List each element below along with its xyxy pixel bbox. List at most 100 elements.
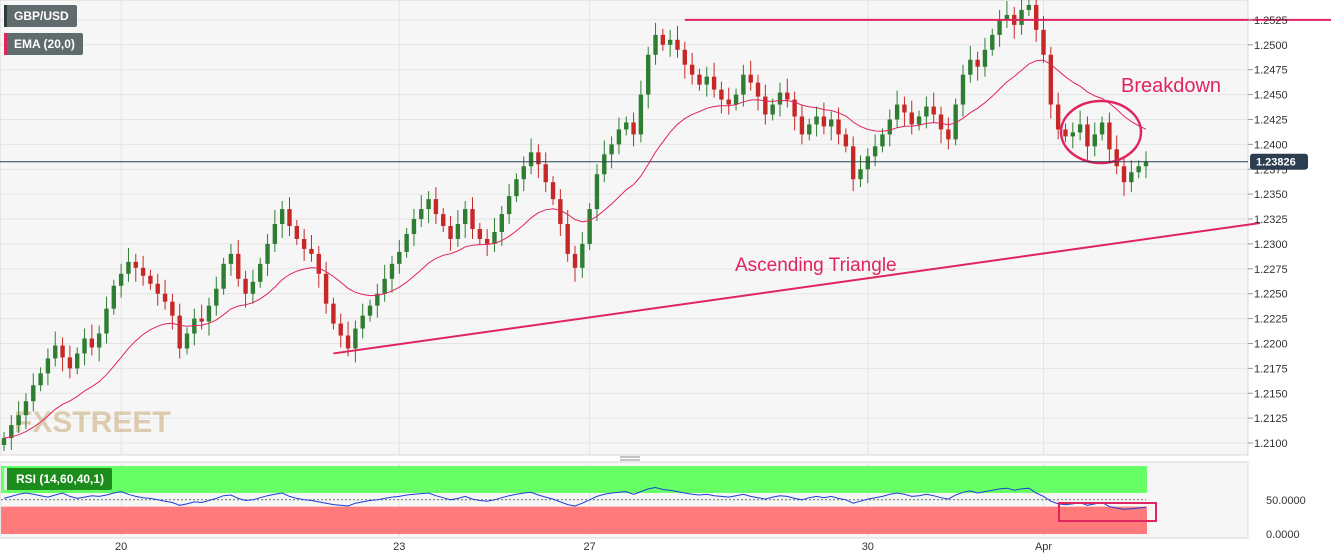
- candle-body: [9, 425, 14, 439]
- candle-body: [272, 224, 278, 244]
- x-tick-label: Apr: [1035, 541, 1052, 553]
- candle-body: [23, 401, 29, 416]
- candle-body: [653, 34, 658, 55]
- candle-body: [1070, 132, 1075, 137]
- candle-body: [880, 134, 885, 147]
- candle-body: [631, 122, 636, 135]
- candle-body: [587, 209, 592, 244]
- breakdown-circle: [1059, 99, 1143, 165]
- candle-body: [814, 116, 819, 125]
- candle-body: [96, 333, 102, 348]
- candle-body: [909, 112, 914, 125]
- candle-body: [528, 152, 534, 167]
- candle-body: [741, 74, 746, 95]
- candle-body: [1136, 166, 1141, 173]
- candle-body: [763, 96, 768, 115]
- candle-body: [682, 49, 688, 65]
- candle-body: [667, 39, 673, 45]
- candle-body: [807, 124, 812, 135]
- candle-body: [902, 104, 907, 113]
- price-tick-label: 1.2250: [1254, 289, 1288, 301]
- candle-body: [521, 166, 526, 180]
- price-tick-label: 1.2400: [1254, 139, 1288, 151]
- candle-body: [67, 357, 73, 369]
- candle-body: [455, 224, 461, 239]
- price-pane[interactable]: FXSTREET Breakdown Ascending Triangle: [0, 0, 1331, 456]
- candle-body: [426, 199, 431, 210]
- rsi-tick-label: 50.0000: [1266, 495, 1306, 507]
- candle-body: [1085, 124, 1090, 147]
- trendline-support: [333, 222, 1261, 355]
- candle-body: [726, 99, 731, 105]
- candle-body: [382, 278, 387, 294]
- price-tick-label: 1.2350: [1254, 189, 1288, 201]
- candle-body: [367, 305, 373, 316]
- candle-body: [82, 338, 87, 354]
- current-price-tag: [1250, 153, 1308, 170]
- candle-body: [894, 104, 900, 120]
- candle-body: [638, 94, 644, 135]
- candle-body: [353, 328, 358, 349]
- candle-body: [594, 174, 600, 210]
- candle-body: [821, 116, 827, 127]
- ema-badge[interactable]: EMA (20,0): [4, 33, 83, 55]
- candle-body: [506, 196, 512, 215]
- price-tick-label: 1.2475: [1254, 65, 1288, 77]
- candle-body: [572, 253, 578, 268]
- price-tick-label: 1.2500: [1254, 40, 1288, 52]
- candle-body: [287, 209, 292, 227]
- candle-body: [236, 253, 241, 279]
- rsi-pane[interactable]: [0, 461, 1249, 539]
- candle-body: [126, 261, 131, 274]
- candle-body: [602, 154, 607, 175]
- candle-body: [462, 209, 468, 225]
- candle-body: [777, 92, 783, 105]
- candle-body: [1107, 122, 1112, 150]
- candle-body: [850, 146, 856, 180]
- candle-body: [872, 146, 878, 157]
- symbol-badge[interactable]: GBP/USD: [4, 5, 77, 27]
- candle-body: [1019, 9, 1024, 25]
- candle-body: [829, 119, 834, 127]
- candle-body: [118, 273, 124, 286]
- candle-body: [543, 164, 548, 183]
- x-tick-label: 30: [862, 541, 874, 553]
- price-tick-label: 1.2100: [1254, 438, 1288, 450]
- candle-body: [492, 231, 497, 244]
- candle-body: [53, 345, 58, 359]
- candle-body: [411, 219, 417, 234]
- candle-body: [397, 251, 402, 264]
- candle-body: [1143, 161, 1149, 167]
- candle-body: [1077, 124, 1083, 133]
- candle-body: [345, 335, 351, 349]
- candle-body: [184, 333, 190, 349]
- candle-body: [536, 152, 541, 165]
- candle-body: [697, 74, 702, 85]
- candle-body: [499, 214, 504, 232]
- candle-body: [155, 283, 160, 294]
- candle-body: [755, 82, 761, 97]
- candle-body: [258, 263, 263, 282]
- candle-body: [1004, 14, 1010, 20]
- price-tick-label: 1.2275: [1254, 264, 1288, 276]
- candle-body: [111, 285, 117, 309]
- candle-body: [441, 214, 446, 227]
- candle-body: [938, 114, 944, 130]
- price-plot-area: [0, 0, 1249, 456]
- candle-body: [843, 134, 849, 147]
- candle-body: [477, 228, 483, 239]
- candle-body: [360, 315, 365, 329]
- candle-body: [616, 129, 622, 145]
- candle-body: [675, 39, 680, 50]
- rsi-tick-label: 0.0000: [1266, 529, 1300, 541]
- rsi-badge[interactable]: RSI (14,60,40,1): [4, 468, 113, 490]
- x-tick-label: 20: [115, 541, 127, 553]
- candle-body: [580, 243, 585, 268]
- candle-body: [338, 323, 343, 336]
- candle-body: [1121, 166, 1127, 183]
- candle-body: [228, 253, 234, 264]
- candle-body: [770, 104, 775, 115]
- candle-body: [1099, 122, 1105, 135]
- annotation-pattern: Ascending Triangle: [735, 255, 897, 276]
